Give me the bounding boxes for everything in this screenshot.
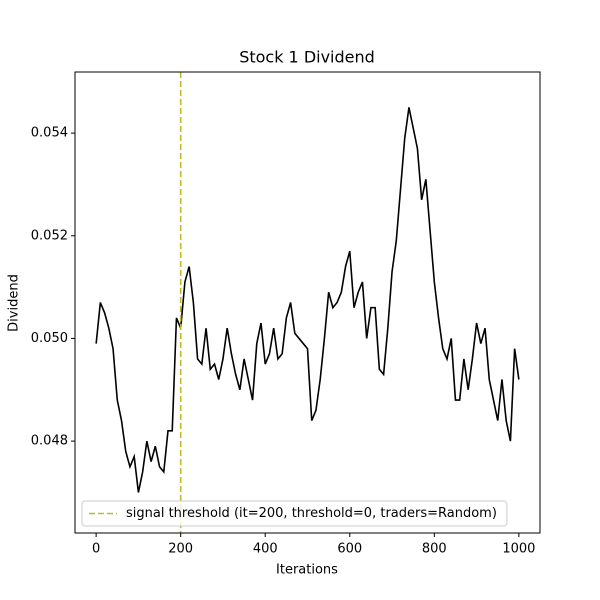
y-tick-label: 0.052 — [31, 228, 68, 243]
y-tick-label: 0.048 — [31, 434, 68, 449]
x-tick-label: 400 — [253, 542, 278, 557]
x-tick-label: 200 — [168, 542, 193, 557]
legend-label: signal threshold (it=200, threshold=0, t… — [126, 506, 497, 521]
x-axis-label: Iterations — [276, 563, 338, 578]
x-tick-label: 0 — [92, 542, 100, 557]
y-tick-label: 0.054 — [31, 126, 68, 141]
chart-title: Stock 1 Dividend — [239, 48, 375, 67]
x-tick-label: 800 — [422, 542, 447, 557]
y-axis-label: Dividend — [7, 274, 22, 332]
data-line — [95, 107, 520, 493]
legend-box — [81, 500, 508, 527]
x-tick-label: 1000 — [502, 542, 535, 557]
x-tick-label: 600 — [337, 542, 362, 557]
y-tick-label: 0.050 — [31, 331, 68, 346]
axes-frame — [74, 71, 541, 534]
